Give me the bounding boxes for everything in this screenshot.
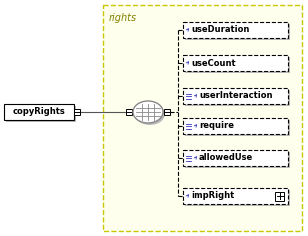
Text: require: require (199, 122, 234, 131)
Text: impRight: impRight (191, 191, 234, 201)
Bar (185, 120, 290, 136)
Text: rights: rights (109, 13, 137, 23)
Text: userInteraction: userInteraction (199, 92, 273, 101)
Bar (183, 88, 288, 104)
Bar (183, 55, 288, 71)
Bar (103, 5, 302, 231)
Bar (185, 190, 290, 206)
Text: copyRights: copyRights (13, 108, 65, 117)
Bar (183, 118, 288, 134)
Bar (74, 109, 80, 115)
Bar (183, 150, 288, 166)
Bar (185, 57, 290, 73)
Bar (4, 104, 74, 120)
Text: useDuration: useDuration (191, 25, 249, 34)
Bar (183, 22, 288, 38)
Text: useCount: useCount (191, 59, 236, 67)
Bar (185, 90, 290, 106)
Bar (185, 152, 290, 168)
Bar (164, 109, 170, 115)
Ellipse shape (133, 101, 163, 123)
Bar (6, 106, 76, 122)
Bar (275, 191, 284, 201)
Ellipse shape (135, 103, 165, 125)
Bar (183, 188, 288, 204)
Bar (126, 109, 132, 115)
Bar (185, 24, 290, 40)
Text: allowedUse: allowedUse (199, 153, 253, 163)
